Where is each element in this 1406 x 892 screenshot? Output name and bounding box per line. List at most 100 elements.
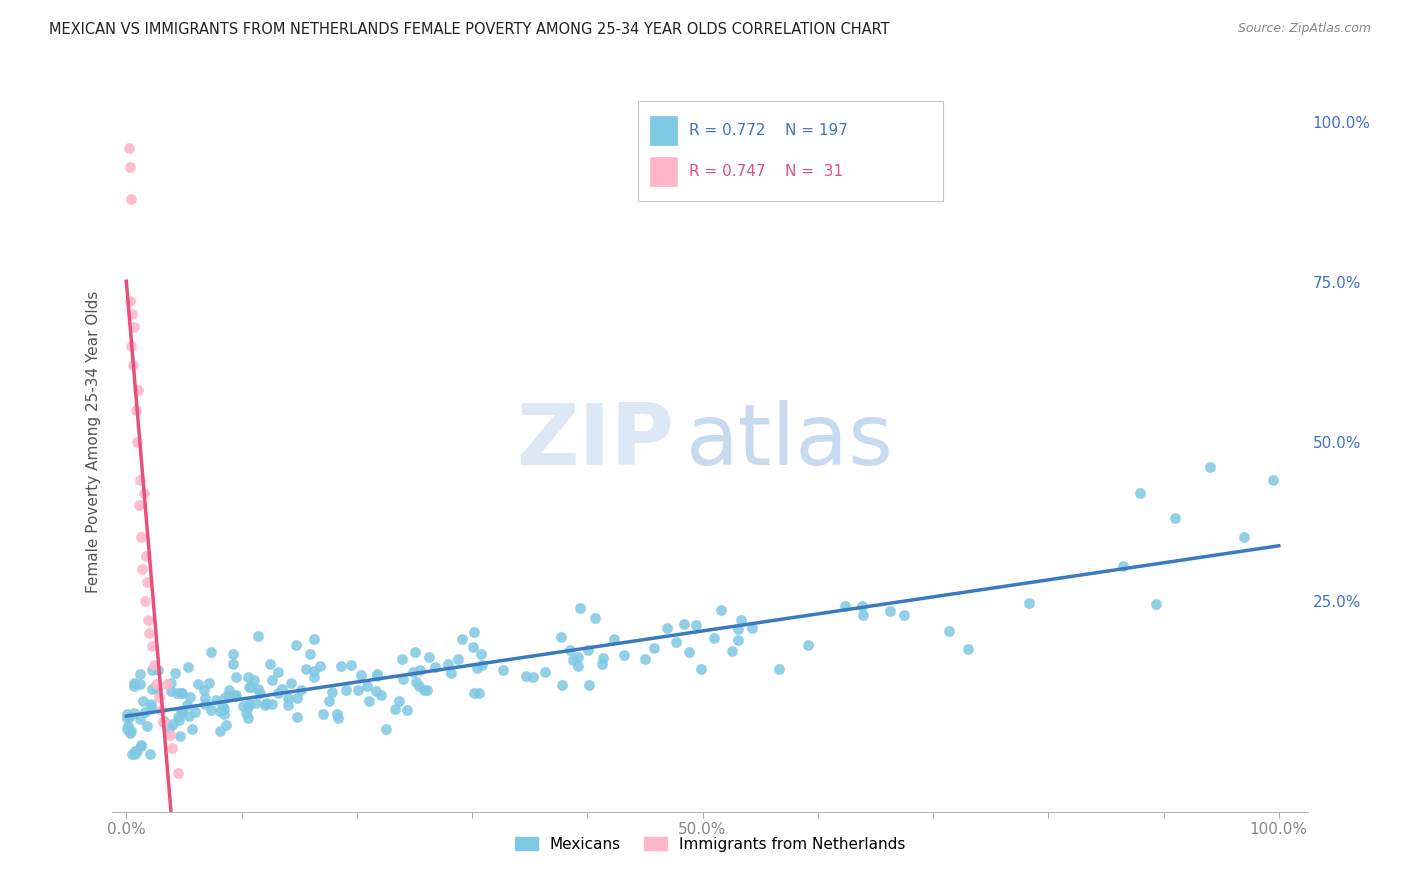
Point [117,711,139,725]
Point [157,721,180,735]
Point [404,644,426,658]
Point [515,669,537,683]
Point [156,677,179,691]
Point [167,713,190,727]
Point [463,624,485,639]
Point [146,681,169,696]
Point [938,624,960,638]
Point [224,689,246,703]
Point [214,690,236,705]
Point [326,710,349,724]
Point [304,670,326,684]
Point [153,714,176,729]
Point [302,665,325,679]
Point [193,683,215,698]
Point [132,485,155,500]
Point [170,686,193,700]
Point [418,649,440,664]
Point [117,722,139,736]
Point [720,644,742,658]
Point [366,666,388,681]
Point [120,726,142,740]
Point [225,670,247,684]
Point [402,665,425,680]
Point [129,473,152,487]
Point [139,747,162,762]
Point [122,675,145,690]
Point [120,724,142,739]
Point [375,722,398,736]
Point [312,706,335,721]
Point [392,672,415,686]
Point [124,319,146,334]
Point [132,694,155,708]
Point [118,294,141,309]
Point [1164,511,1187,525]
Point [347,683,370,698]
Point [212,706,235,721]
Text: atlas: atlas [686,400,894,483]
Point [117,719,139,733]
Point [118,160,141,174]
Point [408,679,430,693]
Point [232,698,254,713]
Point [350,668,373,682]
Point [117,141,139,155]
Point [550,630,572,644]
Point [416,682,439,697]
Point [177,709,200,723]
Point [170,704,193,718]
Point [143,657,166,672]
Point [1198,460,1220,475]
Point [451,632,474,646]
Point [413,682,436,697]
Point [127,744,149,758]
Point [561,652,583,666]
Point [135,719,157,733]
Point [152,715,174,730]
Point [117,707,139,722]
Point [689,662,711,676]
Point [236,711,259,725]
Point [388,694,411,708]
Point [335,683,357,698]
Point [1112,558,1135,573]
Point [267,686,290,700]
Point [285,691,308,706]
Point [439,666,461,681]
Point [685,618,707,632]
Text: MEXICAN VS IMMIGRANTS FROM NETHERLANDS FEMALE POVERTY AMONG 25-34 YEAR OLDS CORR: MEXICAN VS IMMIGRANTS FROM NETHERLANDS F… [49,22,890,37]
Point [533,665,555,679]
Point [366,668,388,682]
Point [194,690,217,705]
Point [461,640,484,654]
Point [1018,596,1040,610]
Point [125,434,148,449]
Point [238,680,260,694]
Point [447,652,470,666]
Point [145,677,167,691]
Point [124,402,146,417]
Point [218,682,240,697]
Point [569,600,592,615]
FancyBboxPatch shape [651,116,676,145]
FancyBboxPatch shape [638,101,943,201]
Point [851,599,873,613]
Point [290,683,312,698]
Point [218,690,240,704]
Point [321,685,343,699]
Point [366,684,388,698]
Point [285,709,308,723]
Point [318,694,340,708]
Point [254,696,277,710]
Point [176,698,198,713]
Point [308,659,330,673]
Point [522,670,544,684]
FancyBboxPatch shape [651,156,676,186]
Point [184,706,207,720]
Point [249,686,271,700]
Point [200,703,222,717]
Point [396,703,419,717]
Point [148,690,170,704]
Point [162,717,184,731]
